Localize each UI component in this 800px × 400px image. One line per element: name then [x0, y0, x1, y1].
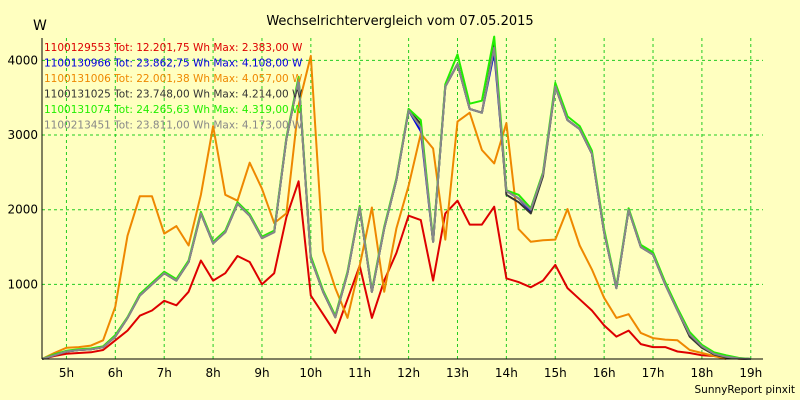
x-tick-label: 19h [739, 366, 762, 380]
legend-entry: 1100131025 Tot: 23.748,00 Wh Max: 4.214,… [44, 89, 303, 101]
legend: 1100129553 Tot: 12.201,75 Wh Max: 2.383,… [44, 42, 303, 132]
y-tick-label: 2000 [7, 203, 38, 217]
axes [41, 38, 763, 360]
x-tick-label: 13h [446, 366, 469, 380]
y-tick-label: 3000 [7, 128, 38, 142]
x-tick-label: 15h [544, 366, 567, 380]
x-tick-label: 17h [642, 366, 665, 380]
legend-entry: 1100213451 Tot: 23.811,00 Wh Max: 4.173,… [44, 120, 303, 132]
x-tick-label: 12h [397, 366, 420, 380]
grid [42, 38, 763, 359]
x-tick-label: 5h [59, 366, 74, 380]
series-lines [41, 35, 751, 360]
x-tick-label: 8h [205, 366, 220, 380]
x-tick-label: 11h [348, 366, 371, 380]
x-tick-label: 9h [254, 366, 269, 380]
legend-entry: 1100131006 Tot: 22.001,38 Wh Max: 4.057,… [44, 73, 303, 85]
x-tick-label: 14h [495, 366, 518, 380]
legend-entry: 1100129553 Tot: 12.201,75 Wh Max: 2.383,… [44, 42, 303, 54]
y-tick-label: 1000 [7, 277, 38, 291]
x-tick-label: 18h [690, 366, 713, 380]
tick-labels: 5h 6h 7h 8h 9h 10h 11h 12h 13h 14h 15h 16h 17h 18h 19h… [7, 53, 762, 380]
series-line [41, 46, 751, 360]
y-tick-label: 4000 [7, 53, 38, 67]
chart-title: Wechselrichtervergleich vom 07.05.2015 [266, 14, 533, 29]
legend-entry: 1100130966 Tot: 23.862,75 Wh Max: 4.108,… [44, 58, 303, 70]
footer-credit: SunnyReport pinxit [695, 384, 795, 396]
legend-entry: 1100131074 Tot: 24.265,63 Wh Max: 4.319,… [44, 104, 303, 116]
x-tick-label: 16h [593, 366, 616, 380]
x-tick-label: 10h [299, 366, 322, 380]
series-line [41, 180, 751, 360]
y-axis-unit: W [33, 18, 47, 34]
series-line [41, 54, 727, 360]
x-tick-label: 7h [157, 366, 172, 380]
x-tick-label: 6h [108, 366, 123, 380]
